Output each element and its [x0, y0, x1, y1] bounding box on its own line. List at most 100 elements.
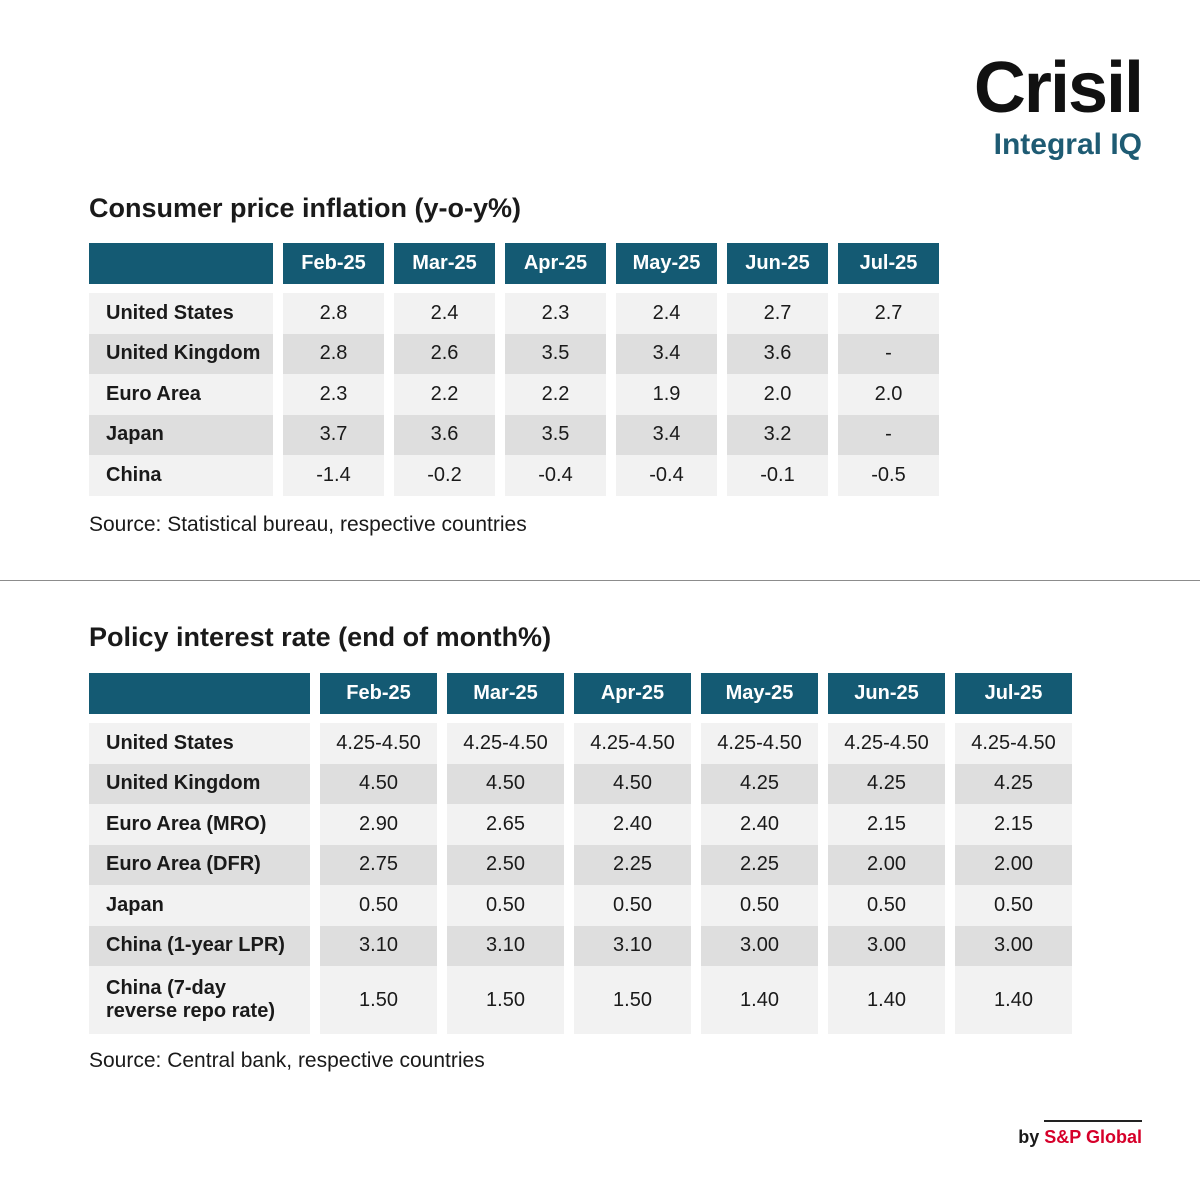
country-label: Japan: [89, 414, 273, 455]
country-label-line: China (7-day: [106, 977, 227, 999]
value-cell: 3.10: [574, 925, 691, 966]
table-row: Euro Area (MRO) 2.90 2.65 2.40 2.40 2.15…: [89, 804, 1072, 845]
footer-rule: [1044, 1120, 1142, 1122]
value-cell: 2.6: [394, 333, 495, 374]
value-cell: 4.25: [828, 763, 945, 804]
value-cell: 4.25-4.50: [701, 723, 818, 764]
value-cell: 2.8: [283, 333, 384, 374]
month-header: Mar-25: [394, 243, 495, 284]
month-header: May-25: [616, 243, 717, 284]
value-cell: 3.4: [616, 333, 717, 374]
value-cell: 3.00: [701, 925, 818, 966]
value-cell: -1.4: [283, 455, 384, 496]
value-cell: 3.00: [955, 925, 1072, 966]
country-label: Euro Area: [89, 374, 273, 415]
value-cell: 4.25-4.50: [955, 723, 1072, 764]
value-cell: -0.4: [616, 455, 717, 496]
country-label: United States: [89, 293, 273, 334]
value-cell: 4.50: [447, 763, 564, 804]
value-cell: 2.15: [828, 804, 945, 845]
value-cell: 2.7: [727, 293, 828, 334]
value-cell: 3.6: [727, 333, 828, 374]
value-cell: 2.40: [574, 804, 691, 845]
table-row: United States 2.8 2.4 2.3 2.4 2.7 2.7: [89, 293, 939, 334]
value-cell: 4.25: [955, 763, 1072, 804]
value-cell: 3.7: [283, 414, 384, 455]
country-label: China (7-day reverse repo rate): [89, 966, 310, 1034]
value-cell: 4.25: [701, 763, 818, 804]
value-cell: 2.4: [616, 293, 717, 334]
value-cell: 3.00: [828, 925, 945, 966]
value-cell: 2.00: [828, 844, 945, 885]
table-row: China (7-day reverse repo rate) 1.50 1.50…: [89, 966, 1072, 1034]
country-label: China: [89, 455, 273, 496]
value-cell: 1.40: [828, 966, 945, 1034]
value-cell: 2.8: [283, 293, 384, 334]
value-cell: -0.2: [394, 455, 495, 496]
logo-wordmark: Crisil: [973, 48, 1144, 128]
value-cell: 2.2: [394, 374, 495, 415]
inflation-source: Source: Statistical bureau, respective c…: [89, 513, 527, 536]
value-cell: 4.50: [320, 763, 437, 804]
value-cell: 2.40: [701, 804, 818, 845]
month-header: Apr-25: [574, 673, 691, 714]
value-cell: 2.7: [838, 293, 939, 334]
value-cell: 2.4: [394, 293, 495, 334]
value-cell: 4.25-4.50: [828, 723, 945, 764]
month-header: Jun-25: [727, 243, 828, 284]
value-cell: 3.4: [616, 414, 717, 455]
country-label: United Kingdom: [89, 763, 310, 804]
month-header: Mar-25: [447, 673, 564, 714]
value-cell: 2.25: [701, 844, 818, 885]
policy-title: Policy interest rate (end of month%): [89, 622, 552, 652]
value-cell: 0.50: [574, 885, 691, 926]
value-cell: 0.50: [701, 885, 818, 926]
crisil-logo: Crisil Integral IQ: [973, 48, 1144, 162]
table-row: Euro Area (DFR) 2.75 2.50 2.25 2.25 2.00…: [89, 844, 1072, 885]
table-row: Euro Area 2.3 2.2 2.2 1.9 2.0 2.0: [89, 374, 939, 415]
country-label: United Kingdom: [89, 333, 273, 374]
country-label: Euro Area (MRO): [89, 804, 310, 845]
month-header: Feb-25: [320, 673, 437, 714]
month-header: Apr-25: [505, 243, 606, 284]
value-cell: 4.25-4.50: [447, 723, 564, 764]
value-cell: 2.75: [320, 844, 437, 885]
value-cell: 3.5: [505, 333, 606, 374]
value-cell: 1.40: [955, 966, 1072, 1034]
table-corner: [89, 243, 273, 284]
table-row: Japan 0.50 0.50 0.50 0.50 0.50 0.50: [89, 885, 1072, 926]
value-cell: 0.50: [320, 885, 437, 926]
value-cell: -0.1: [727, 455, 828, 496]
policy-header-row: Feb-25 Mar-25 Apr-25 May-25 Jun-25 Jul-2…: [89, 673, 1072, 714]
value-cell: 2.25: [574, 844, 691, 885]
section-divider: [0, 580, 1200, 581]
month-header: May-25: [701, 673, 818, 714]
value-cell: 2.90: [320, 804, 437, 845]
value-cell: 1.50: [574, 966, 691, 1034]
table-row: United Kingdom 4.50 4.50 4.50 4.25 4.25 …: [89, 763, 1072, 804]
value-cell: 1.40: [701, 966, 818, 1034]
country-label: United States: [89, 723, 310, 764]
value-cell: 3.10: [447, 925, 564, 966]
sp-global-footer: by S&P Global: [1018, 1120, 1142, 1148]
value-cell: 4.25-4.50: [320, 723, 437, 764]
inflation-table: Feb-25 Mar-25 Apr-25 May-25 Jun-25 Jul-2…: [89, 243, 939, 496]
country-label-line: reverse repo rate): [106, 1000, 275, 1022]
inflation-header-row: Feb-25 Mar-25 Apr-25 May-25 Jun-25 Jul-2…: [89, 243, 939, 284]
value-cell: 4.25-4.50: [574, 723, 691, 764]
value-cell: 2.0: [838, 374, 939, 415]
value-cell: 0.50: [828, 885, 945, 926]
month-header: Jul-25: [955, 673, 1072, 714]
value-cell: 1.9: [616, 374, 717, 415]
value-cell: 3.6: [394, 414, 495, 455]
footer-by: by: [1018, 1127, 1040, 1147]
value-cell: -0.5: [838, 455, 939, 496]
value-cell: 2.2: [505, 374, 606, 415]
value-cell: 4.50: [574, 763, 691, 804]
value-cell: 3.2: [727, 414, 828, 455]
value-cell: 2.0: [727, 374, 828, 415]
value-cell: 0.50: [955, 885, 1072, 926]
value-cell: -0.4: [505, 455, 606, 496]
sp-global-logo: S&P Global: [1044, 1127, 1142, 1147]
month-header: Feb-25: [283, 243, 384, 284]
